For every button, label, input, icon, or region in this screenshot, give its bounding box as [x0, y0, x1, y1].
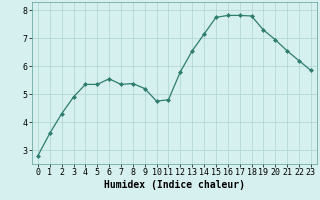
X-axis label: Humidex (Indice chaleur): Humidex (Indice chaleur)	[104, 180, 245, 190]
